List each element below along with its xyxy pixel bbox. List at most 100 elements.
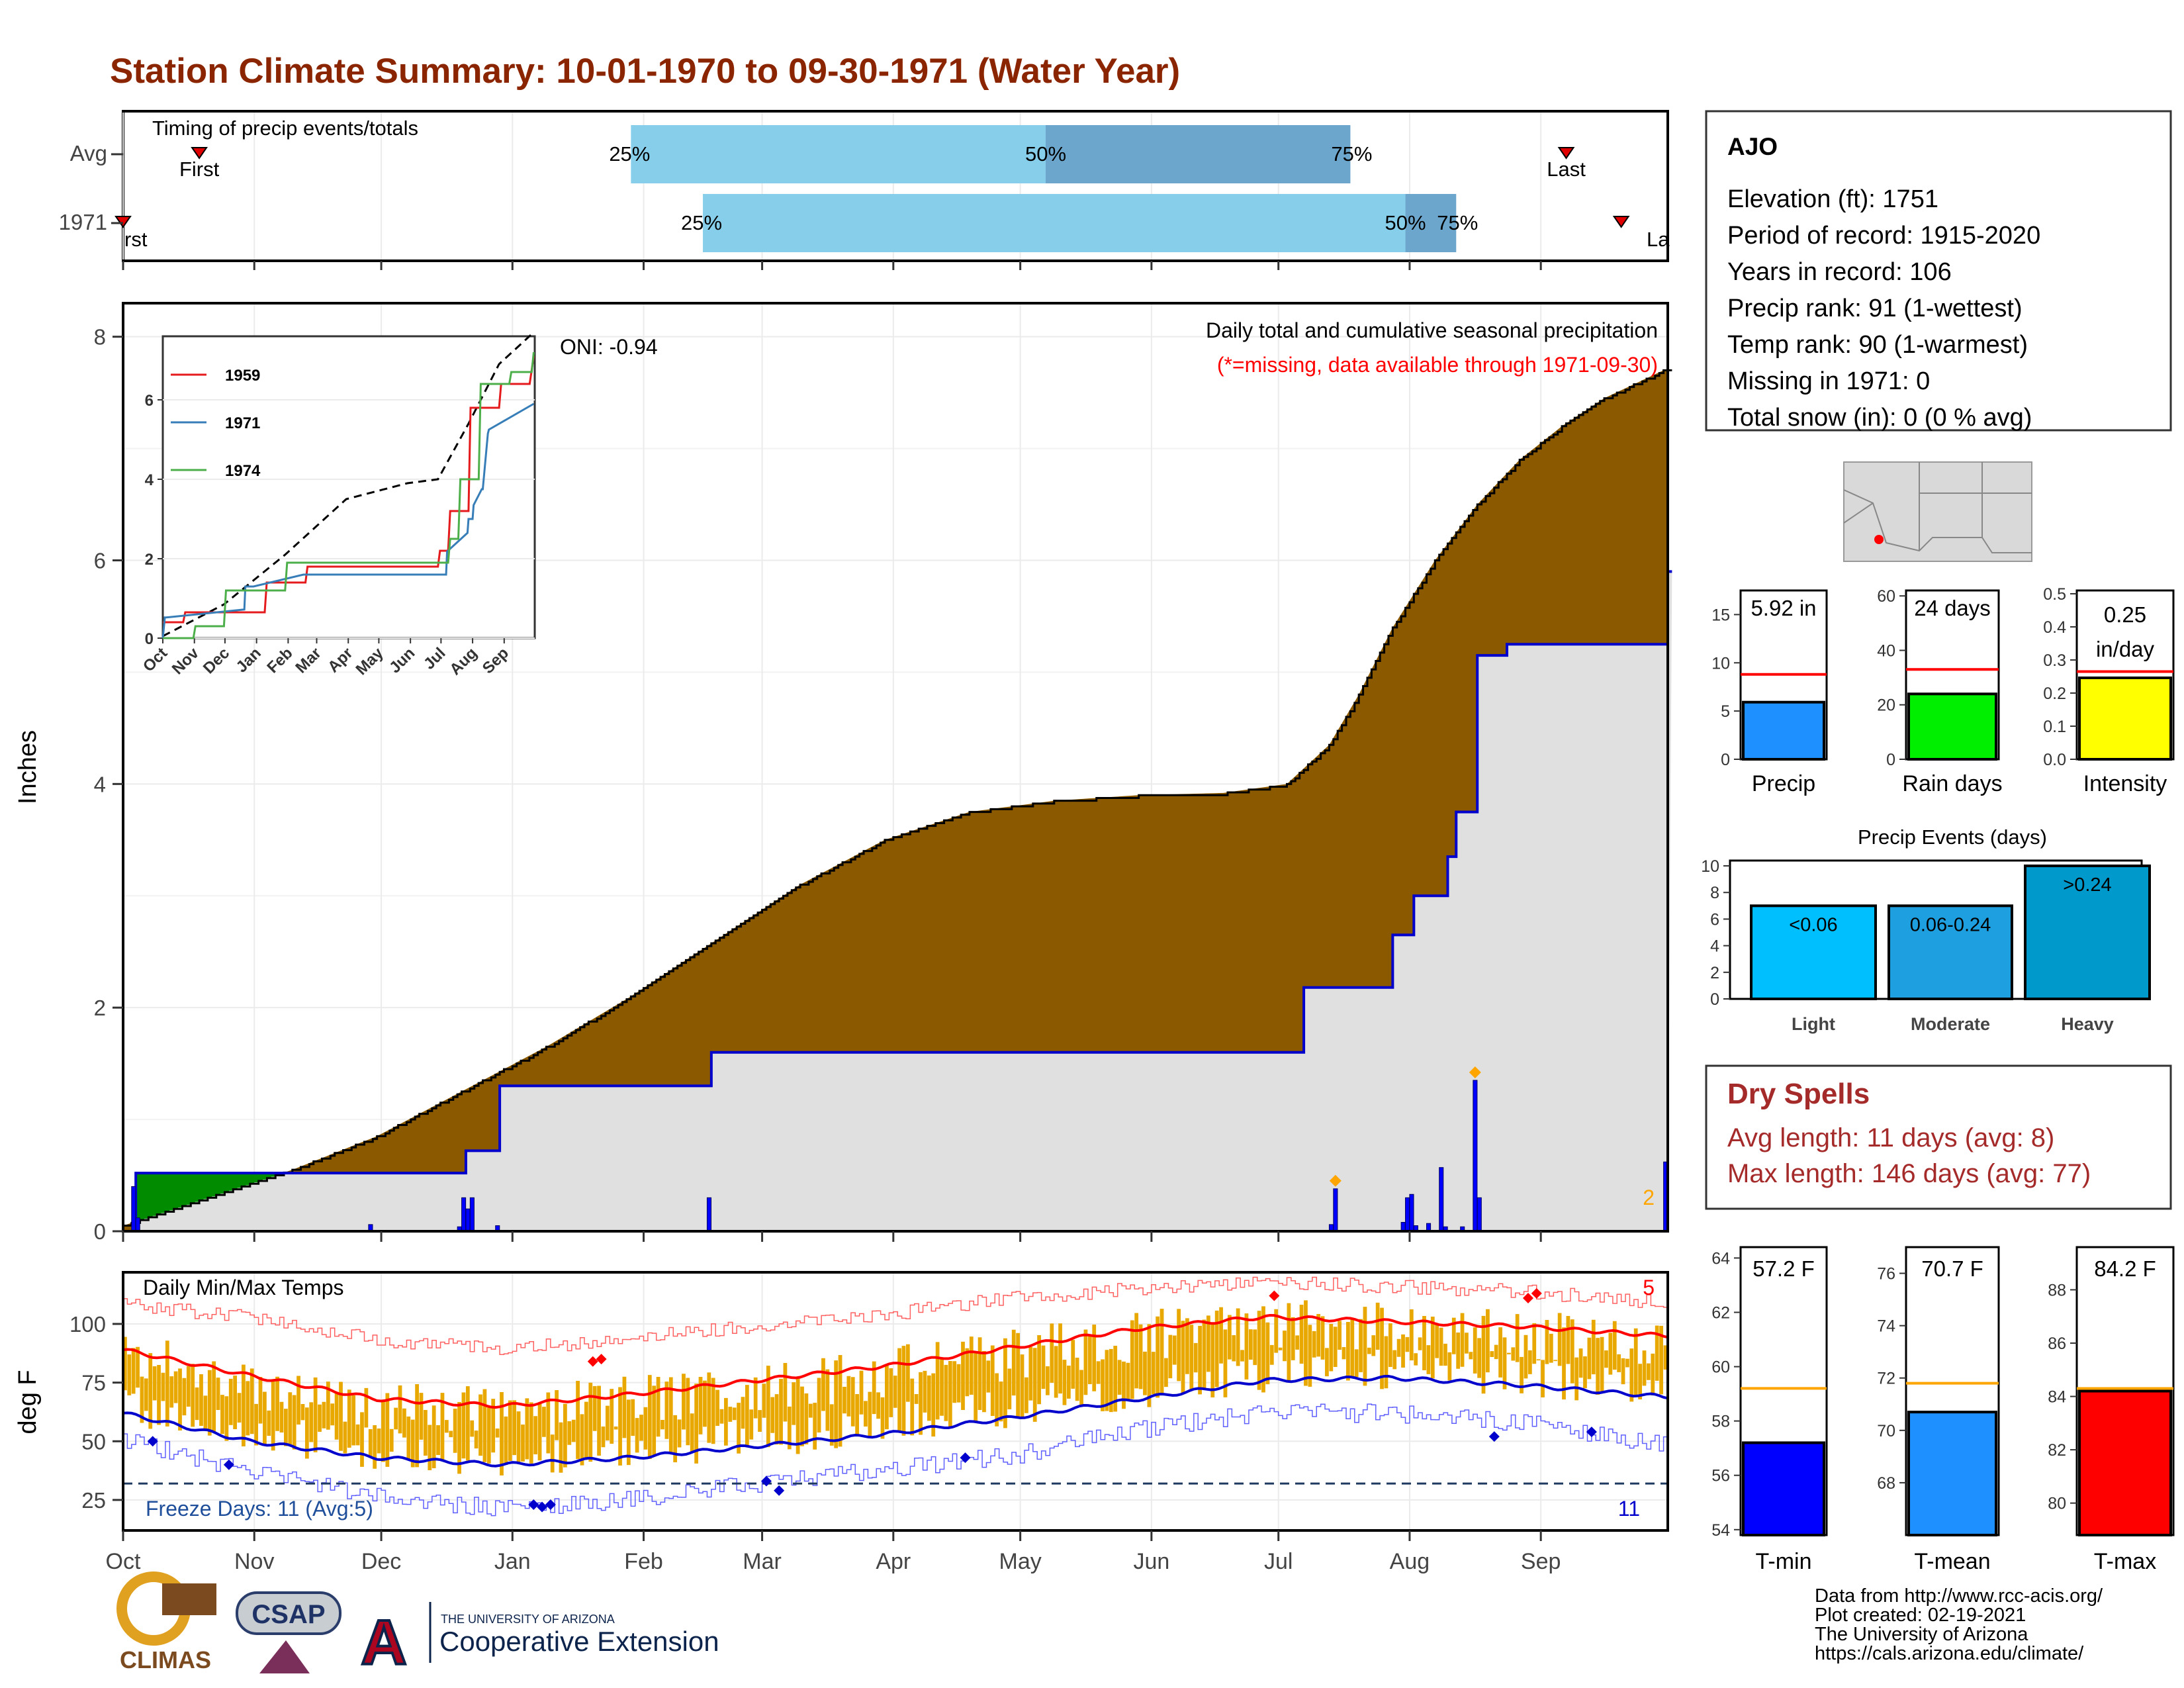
month-label-Nov: Nov: [234, 1549, 274, 1574]
temp-bar-y-tick-label: 82: [2048, 1441, 2066, 1460]
temp-panel: 25 50 75 100 deg F Daily Min/Max Temps Free…: [14, 1271, 1669, 1574]
inset-frame: [161, 335, 536, 639]
precip-missing-note: (*=missing, data available through 1971-…: [1217, 353, 1658, 377]
mini-chart-value-text: 5.92 in: [1751, 596, 1816, 620]
record-low-marker: [147, 1436, 158, 1447]
figure-title: Station Climate Summary: 10-01-1970 to 0…: [110, 52, 1180, 91]
record-low-marker: [545, 1499, 556, 1510]
temp-bar-y-tick-label: 88: [2048, 1281, 2066, 1299]
daily-precip-bar: [1477, 1197, 1482, 1232]
record-low-marker: [528, 1499, 539, 1510]
temp-panel-title: Daily Min/Max Temps: [143, 1276, 343, 1299]
month-label-Apr: Apr: [876, 1549, 911, 1574]
station-precip-rank: Precip rank: 91 (1-wettest): [1727, 295, 2023, 322]
record-low-marker: [760, 1476, 772, 1487]
inset-y-tick-label: 2: [145, 551, 154, 569]
timing-year-last-label: La: [1647, 228, 1670, 251]
temp-bar-y-tick-label: 80: [2048, 1495, 2066, 1513]
year-cumulative-line: [123, 570, 1672, 1233]
precip-panel: 0 2 4 6 8 Inches Daily total and cumulative …: [14, 261, 1672, 1244]
credit-data-source: Data from http://www.rcc-acis.org/: [1815, 1585, 2103, 1607]
credit-plot-created: Plot created: 02-19-2021: [1815, 1605, 2026, 1626]
normal-max-line: [122, 1313, 1668, 1409]
mini-chart-y-tick-label: 0: [1886, 751, 1895, 769]
precip-events-bar-light: [1750, 904, 1877, 1000]
timing-year-first-marker: [114, 216, 132, 228]
precip-events-bar-label: 0.06-0.24: [1910, 914, 1991, 935]
timing-year-p25-label: 25%: [681, 211, 722, 234]
precip-y-tick-label: 8: [94, 325, 106, 350]
record-min-line: [123, 1403, 1668, 1517]
precip-events-category-label: Moderate: [1911, 1014, 1990, 1034]
mini-chart-y-tick-label: 0.3: [2043, 651, 2066, 670]
daily-precip-bar: [465, 1208, 471, 1232]
temp-bar-y-tick-label: 60: [1711, 1358, 1730, 1377]
csap-logo: CSAP: [236, 1591, 341, 1673]
timing-avg-last-label: Last: [1547, 158, 1586, 181]
university-of-arizona-logo: A THE UNIVERSITY OF ARIZONA Cooperative …: [359, 1602, 719, 1679]
month-label-Sep: Sep: [1521, 1549, 1561, 1574]
record-high-marker: [1531, 1288, 1542, 1299]
temp-bar-chart-t-max: 80 82 84 86 88 84.2 F T-max: [2048, 1246, 2175, 1574]
station-missing: Missing in 1971: 0: [1727, 367, 1930, 395]
daily-precip-bar: [461, 1197, 467, 1232]
record-low-marker: [537, 1501, 548, 1513]
missing-data-marker: [1469, 1066, 1481, 1078]
dry-spells-avg-length: Avg length: 11 days (avg: 8): [1727, 1123, 2054, 1152]
inset-y-tick-label: 6: [145, 392, 154, 410]
precip-y-tick-label: 6: [94, 549, 106, 573]
climas-logo-block: [162, 1583, 216, 1615]
timing-year-bar-25-50: [703, 194, 1406, 252]
temp-bar: [1907, 1411, 1997, 1537]
month-label-Mar: Mar: [743, 1549, 782, 1574]
freeze-days-label: Freeze Days: 11 (Avg:5): [146, 1497, 373, 1521]
temp-bar: [2078, 1389, 2172, 1536]
temp-bar-label: T-max: [2094, 1549, 2156, 1574]
timing-panel: 25% 50% 75% 25% 50% 75% First Last rst La Timing …: [59, 110, 1670, 262]
month-label-Dec: Dec: [361, 1549, 401, 1574]
precip-events-bar-label: >0.24: [2063, 874, 2111, 896]
mini-chart-y-tick-label: 40: [1877, 641, 1895, 660]
temp-y-tick-label: 75: [81, 1371, 106, 1395]
timing-year-p50-label: 50%: [1385, 211, 1426, 234]
record-high-marker: [1269, 1290, 1280, 1301]
timing-row-year-label: 1971: [59, 210, 107, 234]
dry-spells-title: Dry Spells: [1727, 1078, 1870, 1110]
timing-avg-first-label: First: [179, 158, 220, 181]
precip-events-y-tick-label: 8: [1710, 884, 1719, 902]
temp-bar-y-tick-label: 76: [1877, 1265, 1895, 1284]
daily-precip-bar: [1405, 1197, 1410, 1232]
precip-header: Daily total and cumulative seasonal prec…: [1206, 318, 1658, 342]
mini-chart-value-text: 0.25: [2104, 602, 2146, 627]
precip-events-title: Precip Events (days): [1858, 825, 2047, 849]
month-label-Oct: Oct: [106, 1549, 141, 1574]
dry-spells-box: Dry Spells Avg length: 11 days (avg: 8) …: [1705, 1064, 2172, 1210]
climas-logo: CLIMAS: [116, 1571, 216, 1673]
ua-small-text: THE UNIVERSITY OF ARIZONA: [441, 1613, 615, 1626]
timing-row-avg-label: Avg: [70, 141, 107, 165]
credits: Data from http://www.rcc-acis.org/ Plot …: [1815, 1585, 2103, 1664]
precip-y-tick-label: 4: [94, 772, 106, 796]
csap-logo-text: CSAP: [251, 1600, 325, 1629]
mini-chart-y-tick-label: 20: [1877, 696, 1895, 715]
normal-min-line: [122, 1375, 1668, 1468]
daily-precip-bar: [131, 1186, 136, 1232]
precip-events-bar-label: <0.06: [1789, 914, 1837, 935]
year-cumulative-area: [123, 571, 1672, 1231]
mini-chart-y-tick-label: 0.5: [2043, 585, 2066, 604]
mini-chart-y-tick-label: 5: [1721, 702, 1730, 721]
temp-bar-chart-t-mean: 68 70 72 74 76 70.7 F T-mean: [1877, 1246, 2000, 1574]
temp-bar-label: T-mean: [1914, 1549, 1990, 1574]
freeze-days-count: 11: [1618, 1497, 1640, 1521]
record-low-marker: [223, 1459, 234, 1470]
precip-events-y-tick-label: 6: [1710, 910, 1719, 929]
mini-chart-rain-days: 0 20 40 60 24 days Rain days: [1877, 587, 2002, 796]
temp-y-tick-label: 25: [81, 1488, 106, 1513]
month-label-Aug: Aug: [1390, 1549, 1430, 1574]
normal-cumulative-line: [123, 369, 1672, 1227]
climas-logo-text: CLIMAS: [120, 1646, 211, 1673]
precip-events-category-label: Heavy: [2061, 1014, 2114, 1034]
temp-bar-y-tick-label: 70: [1877, 1422, 1895, 1440]
precip-events-category-label: Light: [1792, 1014, 1835, 1034]
